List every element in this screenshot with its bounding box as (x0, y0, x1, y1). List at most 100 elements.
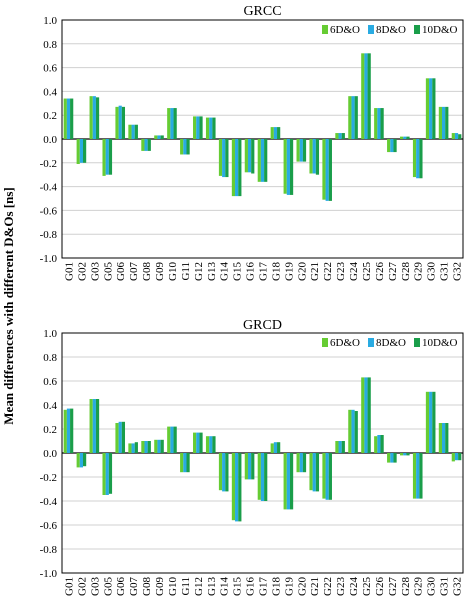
bar-g02-10do (83, 453, 87, 467)
bar-g16-10do (251, 139, 255, 174)
x-tick-label: G02 (76, 262, 88, 281)
bar-g06-10do (121, 106, 126, 139)
bar-g03-8do (92, 399, 96, 453)
bar-g31-8do (441, 423, 446, 453)
y-tick-label: -0.6 (40, 205, 58, 217)
x-tick-label: G28 (400, 262, 412, 281)
bar-g24-10do (354, 411, 358, 453)
bar-g06-8do (118, 421, 122, 453)
bar-g07-8do (131, 443, 135, 453)
bar-g08-10do (147, 139, 151, 151)
legend-swatch (322, 338, 328, 347)
bar-g28-8do (403, 453, 407, 456)
bar-g14-10do (225, 139, 229, 178)
x-tick-label: G11 (180, 262, 192, 281)
legend-label: 8D&O (376, 24, 406, 36)
bar-g08-6do (141, 139, 145, 151)
bar-g15-8do (235, 453, 239, 522)
bar-g29-8do (416, 139, 420, 179)
bar-g27-10do (393, 453, 397, 463)
legend-swatch (368, 338, 374, 347)
bar-g23-6do (335, 133, 339, 139)
bar-g13-6do (205, 117, 210, 139)
bar-g18-8do (273, 442, 278, 453)
bar-g02-6do (76, 453, 80, 468)
x-tick-label: G28 (400, 577, 412, 596)
bar-g22-10do (328, 139, 332, 201)
bar-g16-8do (247, 453, 252, 480)
x-tick-label: G27 (387, 577, 399, 596)
bar-g05-10do (108, 139, 113, 175)
bar-g32-8do (454, 453, 459, 461)
bar-g11-10do (186, 453, 190, 473)
bar-g17-8do (260, 453, 265, 501)
bar-g15-10do (238, 453, 242, 522)
bar-g29-10do (419, 139, 423, 179)
bar-g18-8do (273, 127, 278, 139)
bar-g03-6do (89, 399, 93, 453)
bar-g01-10do (70, 98, 74, 139)
bar-g09-10do (160, 135, 164, 139)
bar-g05-8do (105, 453, 109, 495)
x-tick-label: G08 (141, 577, 153, 596)
bar-g17-6do (257, 453, 261, 500)
bar-g18-6do (270, 127, 274, 139)
x-tick-label: G01 (63, 262, 75, 281)
legend-label: 6D&O (330, 24, 360, 36)
legend-swatch (322, 25, 328, 34)
x-tick-label: G21 (309, 262, 321, 281)
y-tick-label: -0.8 (40, 544, 58, 556)
x-tick-label: G18 (270, 577, 282, 596)
bar-g25-10do (367, 53, 371, 139)
x-tick-label: G24 (348, 262, 360, 281)
bar-g10-10do (173, 108, 177, 139)
x-tick-label: G03 (89, 577, 101, 596)
bar-g05-6do (102, 139, 106, 176)
bar-g11-8do (183, 453, 187, 473)
bar-g23-6do (335, 441, 339, 453)
bar-g24-10do (354, 96, 358, 139)
x-tick-label: G06 (115, 577, 127, 596)
x-tick-label: G22 (322, 577, 334, 596)
x-tick-label: G29 (413, 577, 425, 596)
bar-g24-6do (348, 409, 352, 453)
y-tick-label: -1.0 (40, 568, 58, 580)
x-tick-label: G11 (180, 577, 192, 596)
x-tick-label: G20 (296, 577, 308, 596)
bar-g20-8do (299, 139, 303, 162)
bar-g29-10do (419, 453, 423, 499)
x-tick-label: G25 (361, 262, 373, 281)
x-tick-label: G13 (206, 262, 218, 281)
bar-g14-8do (222, 139, 226, 178)
y-tick-label: -0.2 (40, 158, 57, 170)
bar-g14-8do (222, 453, 226, 492)
bar-g08-8do (144, 139, 148, 151)
y-tick-label: 0.4 (43, 400, 57, 412)
bar-g28-10do (406, 136, 410, 139)
x-tick-label: G32 (452, 577, 464, 596)
y-tick-label: 0.8 (43, 352, 57, 364)
bar-g32-8do (454, 133, 459, 139)
x-tick-label: G26 (374, 577, 386, 596)
x-tick-label: G10 (167, 262, 179, 281)
bar-g21-10do (315, 453, 320, 492)
legend-label: 10D&O (422, 337, 458, 349)
plot-frame (61, 19, 464, 259)
bar-g32-10do (458, 453, 462, 461)
x-tick-label: G12 (193, 577, 205, 596)
bar-g30-6do (425, 78, 430, 139)
x-tick-label: G30 (426, 577, 438, 596)
bar-g21-8do (312, 453, 316, 492)
bar-g22-8do (325, 139, 329, 201)
bar-g16-6do (244, 139, 248, 173)
x-tick-label: G05 (102, 262, 114, 281)
bar-g19-6do (283, 139, 287, 194)
bar-g12-6do (193, 116, 197, 139)
bar-g08-8do (144, 441, 148, 453)
bar-g05-8do (105, 139, 109, 175)
x-tick-label: G29 (413, 262, 425, 281)
bar-g15-10do (238, 139, 242, 197)
bar-g20-6do (296, 139, 300, 162)
bar-g22-6do (322, 139, 326, 200)
bar-g23-10do (341, 133, 345, 139)
